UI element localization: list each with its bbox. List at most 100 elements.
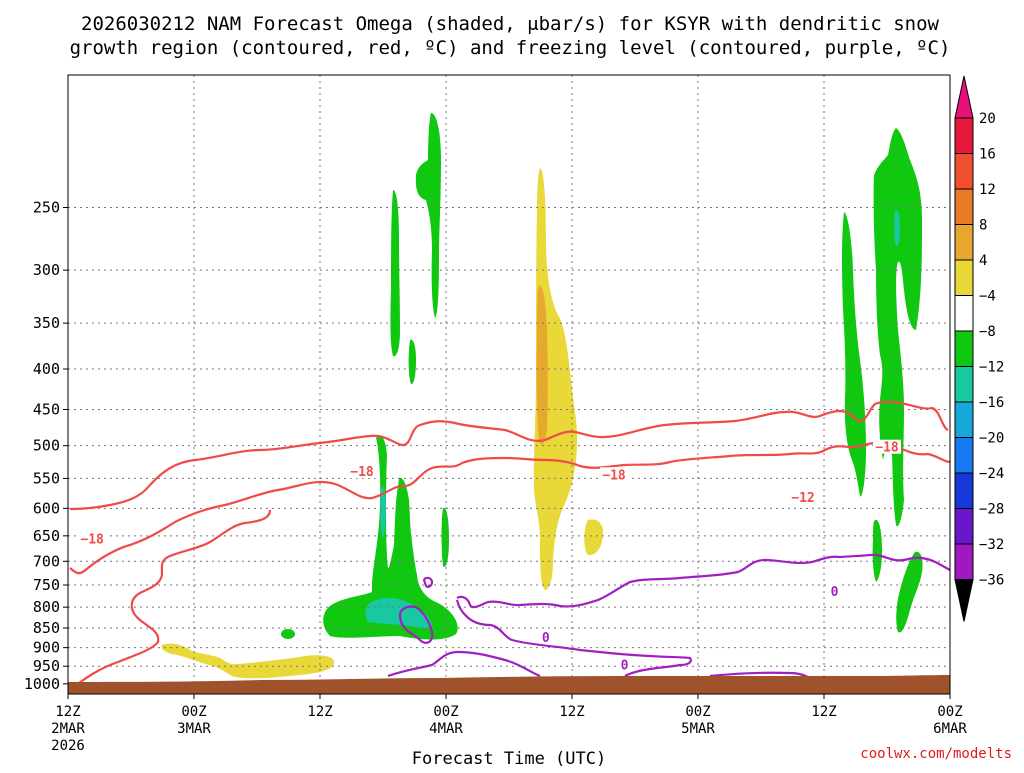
omega-region-teal-right <box>894 209 900 247</box>
omega-region-yellow-col <box>533 168 578 590</box>
y-axis-ticks: 250 300 350 400 450 500 550 600 650 700 750 800 850 9… <box>24 199 68 693</box>
contour-label: −18 <box>875 441 899 456</box>
x-tick-label-date: 3MAR <box>177 721 211 737</box>
omega-region-green-upper1 <box>415 112 441 319</box>
omega-region-green-right1 <box>873 128 922 527</box>
contour-label-bg <box>618 657 631 672</box>
y-tick-label: 1000 <box>24 675 60 693</box>
contour-label-bg <box>873 439 901 454</box>
contour-label-bg <box>789 489 817 504</box>
contour-label: 0 <box>542 631 550 646</box>
omega-region-green-right4 <box>896 551 923 633</box>
y-tick-label: 450 <box>33 400 60 418</box>
colorbar-segment <box>954 153 974 190</box>
colorbar-segment <box>954 295 974 332</box>
contour-minus18 <box>69 400 949 511</box>
contour-zero-pocket <box>398 605 434 644</box>
omega-region-green-small2 <box>441 507 449 567</box>
contour-label: −18 <box>602 468 626 483</box>
omega-region-teal <box>365 597 432 629</box>
y-tick-label: 950 <box>33 657 60 675</box>
x-tick-label-date: 2MAR <box>51 721 85 737</box>
contour-label: −18 <box>350 465 374 480</box>
contour-label: −12 <box>791 491 814 506</box>
colorbar-label: −28 <box>979 502 1004 518</box>
colorbar-label: −8 <box>979 324 996 340</box>
y-tick-label: 250 <box>33 199 60 217</box>
y-tick-label: 800 <box>33 598 60 616</box>
colorbar-segment <box>954 259 974 296</box>
colorbar-segment <box>954 117 974 154</box>
y-tick-label: 850 <box>33 619 60 637</box>
omega-region-green-upper2 <box>390 190 400 357</box>
chart-title-line2: growth region (contoured, red, ºC) and f… <box>70 37 951 59</box>
colorbar-label: −36 <box>979 573 1004 589</box>
colorbar-label: −20 <box>979 431 1004 447</box>
colorbar-label: 4 <box>979 253 987 269</box>
colorbar-segment <box>954 224 974 261</box>
y-tick-label: 500 <box>33 437 60 455</box>
colorbar-segment <box>954 508 974 545</box>
colorbar-label: 12 <box>979 182 996 198</box>
contour-label-bg <box>78 531 107 546</box>
red-contours <box>69 400 951 691</box>
terrain-ground <box>68 675 950 694</box>
omega-region-green-col2 <box>398 477 411 575</box>
x-tick-label-year: 2026 <box>51 738 85 754</box>
colorbar-segment <box>954 366 974 403</box>
y-tick-label: 700 <box>33 552 60 570</box>
y-tick-label: 550 <box>33 469 60 487</box>
contour-minus12 <box>69 441 951 575</box>
purple-contours <box>387 553 951 678</box>
colorbar-segment <box>954 472 974 509</box>
colorbar-label: −32 <box>979 537 1004 553</box>
grid-lines <box>68 75 950 694</box>
contour-label: −18 <box>80 533 104 548</box>
contour-label: 0 <box>831 585 839 600</box>
x-tick-label-time: 12Z <box>811 704 836 720</box>
contour-minus12-lowloop <box>69 509 272 691</box>
colorbar-label: −16 <box>979 395 1004 411</box>
colorbar-label: 8 <box>979 218 987 234</box>
y-tick-label: 350 <box>33 314 60 332</box>
y-tick-label: 650 <box>33 527 60 545</box>
y-tick-label: 400 <box>33 360 60 378</box>
x-tick-label-date: 6MAR <box>933 721 967 737</box>
x-tick-label-time: 00Z <box>937 704 962 720</box>
contour-zero-main <box>456 553 951 609</box>
colorbar: 20 16 12 8 4 −4 −8 −12 −16 −20 −24 −28 −32 −36 <box>954 75 1004 622</box>
x-tick-label-time: 12Z <box>55 704 80 720</box>
colorbar-label: −4 <box>979 289 996 305</box>
contour-zero-lower <box>455 599 692 677</box>
contour-label: 0 <box>621 658 629 673</box>
contour-zero-bottom-right <box>709 671 809 678</box>
colorbar-label: 16 <box>979 147 996 163</box>
omega-region-green-small1 <box>281 629 295 639</box>
credit-text: coolwx.com/modelts <box>860 746 1012 762</box>
colorbar-label: −12 <box>979 360 1004 376</box>
omega-region-teal-strip <box>380 486 386 538</box>
omega-region-yellow-small <box>584 519 604 556</box>
plot-area <box>68 75 950 694</box>
omega-region-green-upper3 <box>408 339 416 385</box>
chart-title-line1: 2026030212 NAM Forecast Omega (shaded, μ… <box>81 13 939 35</box>
x-tick-label-time: 12Z <box>307 704 332 720</box>
x-tick-label-date: 5MAR <box>681 721 715 737</box>
colorbar-segment <box>954 188 974 225</box>
colorbar-top-cap <box>954 75 974 119</box>
contour-labels: −18 −18 −18 −18 −12 0 0 0 <box>78 439 901 673</box>
colorbar-label: −24 <box>979 466 1004 482</box>
contour-label-bg <box>539 629 552 644</box>
colorbar-bottom-cap <box>954 579 974 622</box>
x-tick-label-time: 00Z <box>433 704 458 720</box>
contour-label-bg <box>828 583 841 598</box>
colorbar-label: 20 <box>979 111 996 127</box>
colorbar-segment <box>954 401 974 438</box>
x-tick-label-time: 12Z <box>559 704 584 720</box>
x-axis-label: Forecast Time (UTC) <box>412 749 606 768</box>
x-tick-label-time: 00Z <box>181 704 206 720</box>
omega-region-orange-core <box>536 285 548 445</box>
colorbar-segment <box>954 437 974 474</box>
